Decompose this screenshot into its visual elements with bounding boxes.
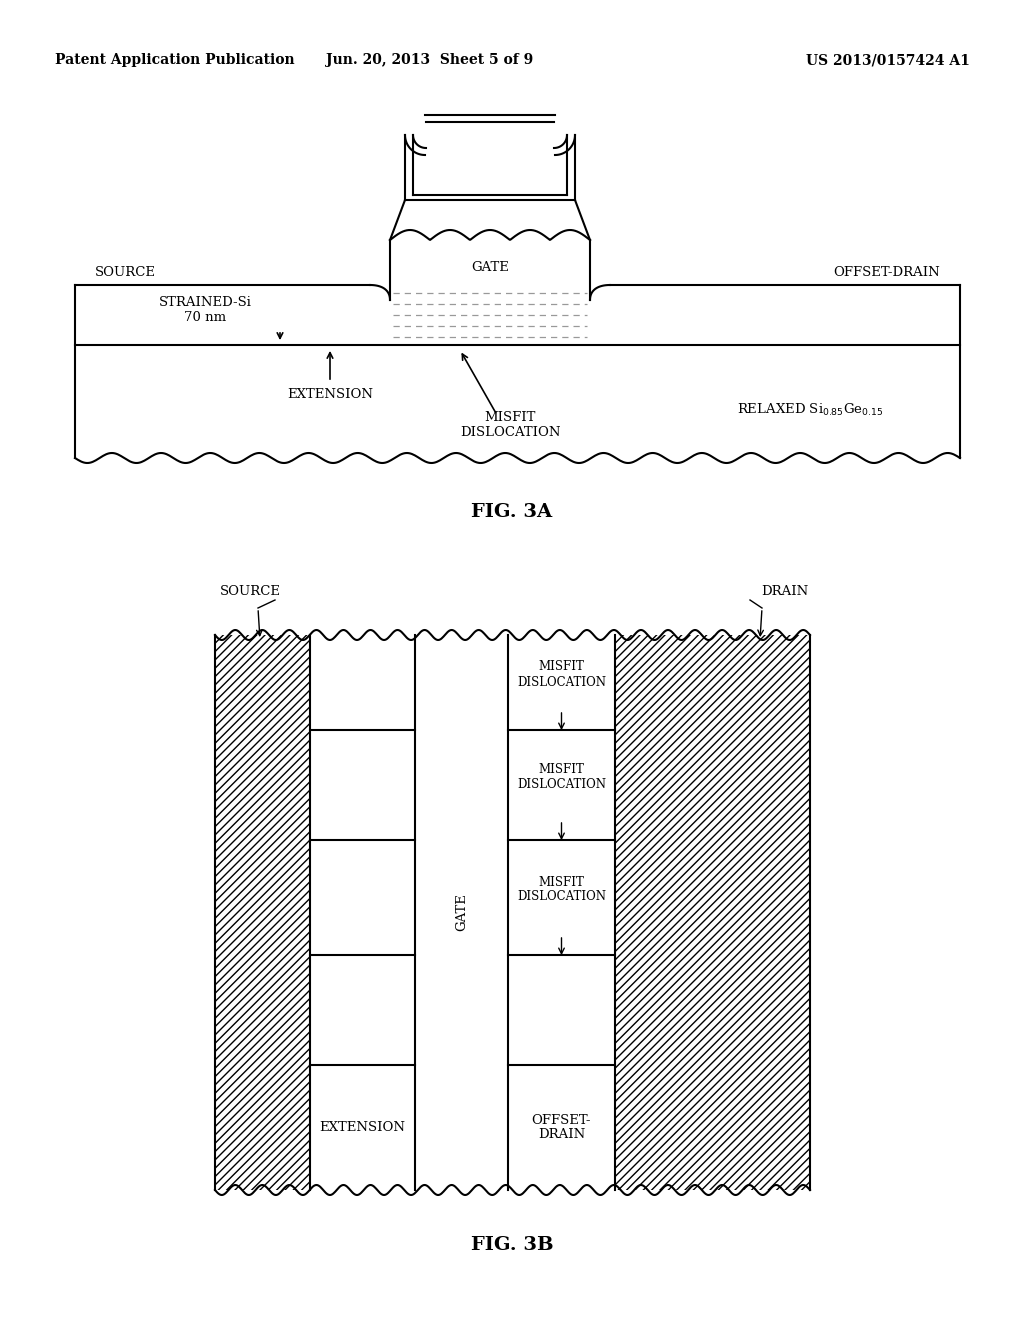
Text: MISFIT
DISLOCATION: MISFIT DISLOCATION (460, 411, 560, 440)
Text: DRAIN: DRAIN (761, 585, 808, 598)
Text: MISFIT
DISLOCATION: MISFIT DISLOCATION (517, 763, 606, 791)
Bar (508, 635, 615, 1191)
Bar (215, 635, 810, 1191)
Text: RELAXED Si$_{0.85}$Ge$_{0.15}$: RELAXED Si$_{0.85}$Ge$_{0.15}$ (737, 403, 884, 418)
Text: GATE: GATE (471, 261, 509, 275)
Bar (615, 635, 810, 1191)
Text: STRAINED-Si
70 nm: STRAINED-Si 70 nm (159, 296, 252, 323)
Bar (415, 635, 508, 1191)
Text: MISFIT
DISLOCATION: MISFIT DISLOCATION (517, 660, 606, 689)
Bar (310, 635, 415, 1191)
Text: SOURCE: SOURCE (220, 585, 281, 598)
Text: FIG. 3A: FIG. 3A (471, 503, 553, 521)
Text: MISFIT
DISLOCATION: MISFIT DISLOCATION (517, 875, 606, 903)
Text: EXTENSION: EXTENSION (319, 1121, 406, 1134)
Text: FIG. 3B: FIG. 3B (471, 1236, 553, 1254)
Bar (215, 635, 310, 1191)
Text: OFFSET-
DRAIN: OFFSET- DRAIN (531, 1114, 591, 1142)
Text: Jun. 20, 2013  Sheet 5 of 9: Jun. 20, 2013 Sheet 5 of 9 (327, 53, 534, 67)
Text: Patent Application Publication: Patent Application Publication (55, 53, 295, 67)
Text: GATE: GATE (455, 894, 468, 932)
Text: US 2013/0157424 A1: US 2013/0157424 A1 (806, 53, 970, 67)
Text: SOURCE: SOURCE (95, 267, 156, 279)
Text: EXTENSION: EXTENSION (287, 388, 373, 401)
Text: OFFSET-DRAIN: OFFSET-DRAIN (834, 267, 940, 279)
